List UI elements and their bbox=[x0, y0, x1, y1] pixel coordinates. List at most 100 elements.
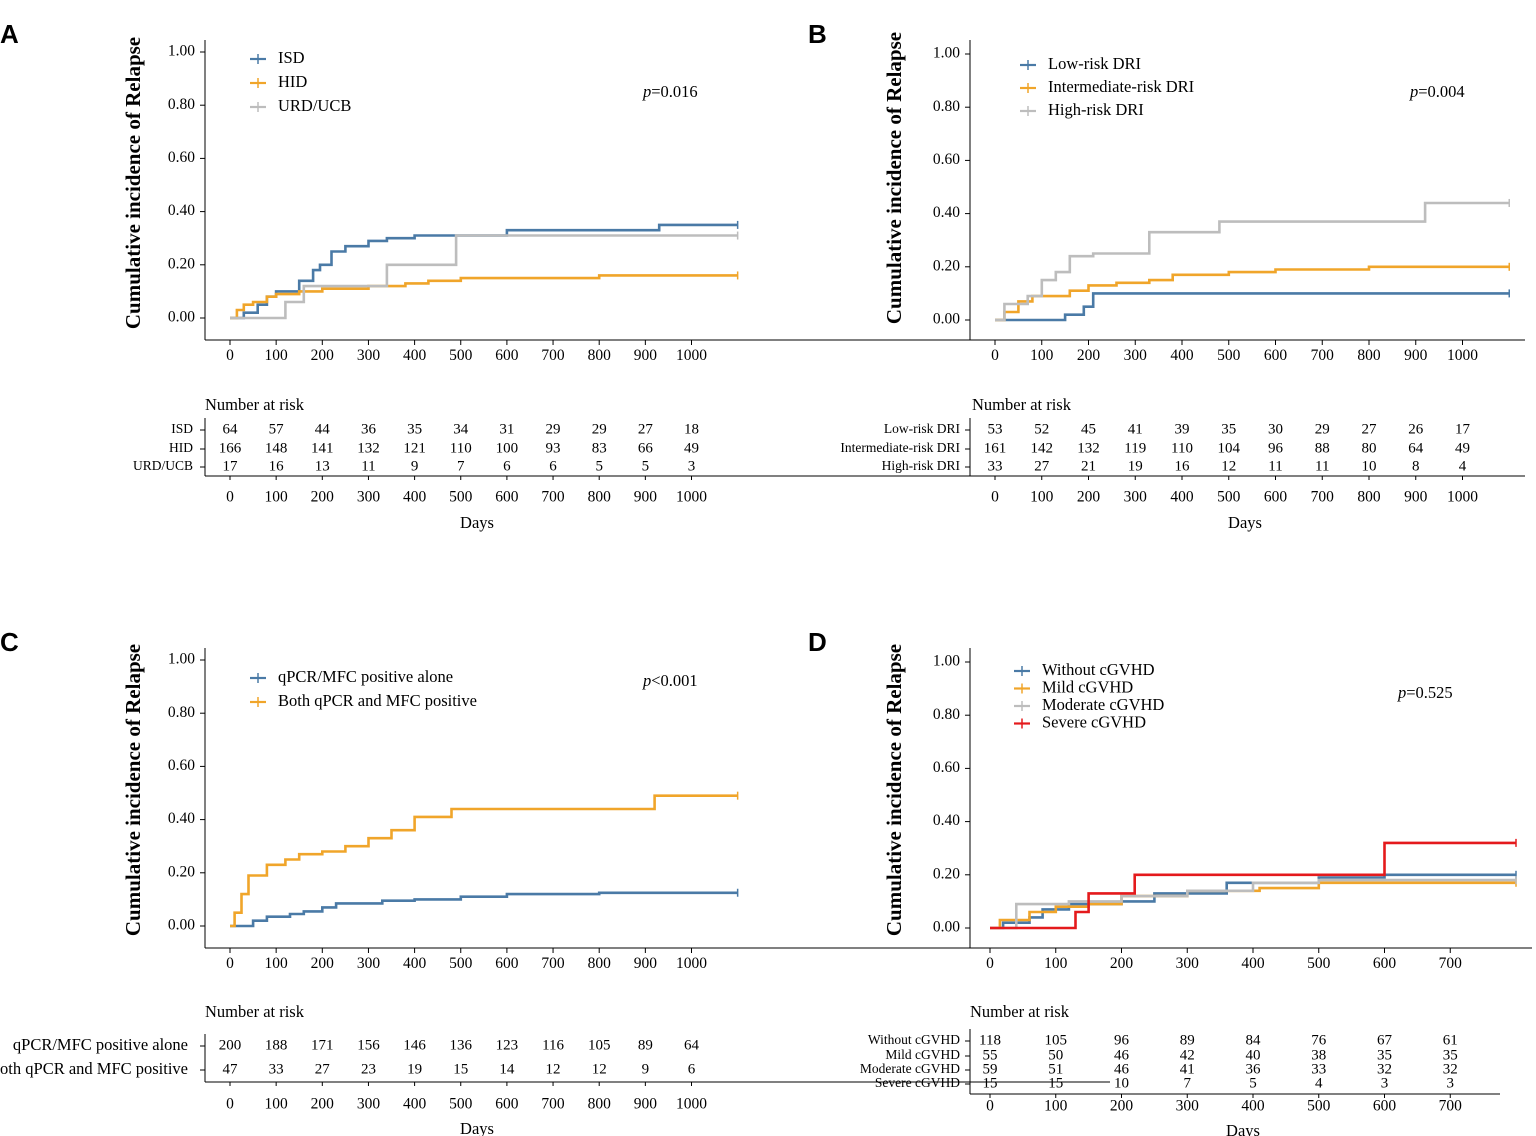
risk-count: 26 bbox=[1408, 421, 1424, 437]
risk-x-tick-label: 300 bbox=[1176, 1098, 1200, 1115]
y-tick-label: 0.00 bbox=[933, 919, 960, 936]
legend-label: HID bbox=[278, 72, 307, 91]
x-tick-label: 1000 bbox=[676, 955, 707, 972]
risk-count: 6 bbox=[503, 458, 511, 474]
risk-count: 15 bbox=[453, 1061, 468, 1077]
risk-count: 89 bbox=[1180, 1032, 1195, 1048]
x-tick-label: 600 bbox=[495, 347, 519, 364]
risk-count: 35 bbox=[1221, 421, 1236, 437]
p-value-text: =0.525 bbox=[1406, 683, 1452, 702]
risk-count: 11 bbox=[1315, 458, 1329, 474]
risk-row-name: Without cGVHD bbox=[868, 1032, 960, 1047]
p-value-symbol: p bbox=[1409, 82, 1418, 101]
risk-count: 3 bbox=[1381, 1075, 1389, 1091]
risk-x-tick-label: 0 bbox=[986, 1098, 994, 1115]
x-axis-title: Days bbox=[460, 1119, 494, 1136]
risk-x-tick-label: 1000 bbox=[676, 489, 707, 506]
risk-count: 156 bbox=[357, 1037, 380, 1053]
risk-count: 47 bbox=[223, 1061, 239, 1077]
risk-count: 16 bbox=[1175, 458, 1191, 474]
risk-count: 23 bbox=[361, 1061, 376, 1077]
x-axis-title: Days bbox=[1226, 1121, 1260, 1136]
risk-count: 21 bbox=[1081, 458, 1096, 474]
p-value-text: =0.016 bbox=[651, 82, 697, 101]
x-tick-label: 200 bbox=[311, 347, 335, 364]
risk-x-tick-label: 800 bbox=[588, 1096, 612, 1113]
risk-x-tick-label: 1000 bbox=[1447, 489, 1478, 506]
legend-label: URD/UCB bbox=[278, 96, 351, 115]
risk-x-tick-label: 100 bbox=[1030, 489, 1054, 506]
risk-x-tick-label: 700 bbox=[1439, 1098, 1463, 1115]
risk-count: 50 bbox=[1048, 1047, 1063, 1063]
risk-count: 31 bbox=[499, 421, 514, 437]
risk-count: 142 bbox=[1031, 440, 1054, 456]
risk-count: 41 bbox=[1128, 421, 1143, 437]
risk-count: 35 bbox=[1443, 1047, 1458, 1063]
risk-count: 96 bbox=[1114, 1032, 1130, 1048]
risk-count: 141 bbox=[311, 440, 334, 456]
x-tick-label: 100 bbox=[265, 955, 289, 972]
risk-row-name: Intermediate-risk DRI bbox=[840, 440, 960, 455]
x-tick-label: 400 bbox=[1241, 955, 1265, 972]
x-tick-label: 700 bbox=[1439, 955, 1463, 972]
risk-count: 53 bbox=[988, 421, 1003, 437]
risk-row-name: Mild cGVHD bbox=[885, 1047, 960, 1062]
panel-c: C 0.00 0.20 0.40 0.60 0.80 1.00 0 100 200 300 400 50… bbox=[0, 627, 1110, 1136]
risk-count: 18 bbox=[684, 421, 699, 437]
x-tick-label: 800 bbox=[588, 955, 612, 972]
risk-count: 7 bbox=[1184, 1075, 1192, 1091]
x-tick-label: 600 bbox=[1373, 955, 1397, 972]
risk-count: 19 bbox=[407, 1061, 422, 1077]
risk-x-tick-label: 900 bbox=[1404, 489, 1428, 506]
legend-label: Mild cGVHD bbox=[1042, 677, 1133, 696]
x-tick-label: 900 bbox=[634, 347, 658, 364]
risk-count: 10 bbox=[1114, 1075, 1129, 1091]
risk-count: 14 bbox=[499, 1061, 515, 1077]
risk-count: 132 bbox=[1077, 440, 1100, 456]
y-axis-title: Cumulative incidence of Relapse bbox=[882, 32, 906, 324]
risk-count: 46 bbox=[1114, 1061, 1130, 1077]
x-tick-label: 200 bbox=[1077, 347, 1101, 364]
x-tick-label: 1000 bbox=[1447, 347, 1478, 364]
risk-table-title: Number at risk bbox=[972, 395, 1072, 414]
x-tick-label: 300 bbox=[1176, 955, 1200, 972]
risk-count: 12 bbox=[1221, 458, 1236, 474]
p-value-symbol: p bbox=[642, 671, 651, 690]
risk-count: 76 bbox=[1311, 1032, 1327, 1048]
x-tick-label: 1000 bbox=[676, 347, 707, 364]
legend-label: Severe cGVHD bbox=[1042, 712, 1146, 731]
risk-count: 44 bbox=[315, 421, 331, 437]
y-tick-label: 1.00 bbox=[168, 651, 195, 668]
risk-count: 6 bbox=[549, 458, 557, 474]
y-tick-label: 0.60 bbox=[933, 759, 960, 776]
y-tick-label: 0.20 bbox=[168, 863, 195, 880]
risk-count: 6 bbox=[688, 1061, 696, 1077]
risk-count: 64 bbox=[1408, 440, 1424, 456]
series-line-1 bbox=[990, 881, 1516, 930]
risk-count: 32 bbox=[1377, 1061, 1392, 1077]
p-value-text: <0.001 bbox=[651, 671, 697, 690]
x-axis-title: Days bbox=[1228, 513, 1262, 532]
risk-count: 46 bbox=[1114, 1047, 1130, 1063]
risk-count: 80 bbox=[1362, 440, 1377, 456]
y-tick-label: 0.60 bbox=[168, 149, 195, 166]
series-line-0 bbox=[230, 223, 738, 320]
risk-x-tick-label: 400 bbox=[403, 1096, 427, 1113]
risk-count: 188 bbox=[265, 1037, 288, 1053]
risk-count: 32 bbox=[1443, 1061, 1458, 1077]
y-tick-label: 0.40 bbox=[168, 202, 195, 219]
x-tick-label: 600 bbox=[1264, 347, 1288, 364]
risk-count: 41 bbox=[1180, 1061, 1195, 1077]
x-tick-label: 200 bbox=[1110, 955, 1134, 972]
risk-row-name: URD/UCB bbox=[133, 458, 193, 473]
risk-count: 118 bbox=[979, 1032, 1001, 1048]
legend-label: Without cGVHD bbox=[1042, 660, 1155, 679]
risk-count: 39 bbox=[1175, 421, 1190, 437]
x-tick-label: 500 bbox=[1307, 955, 1331, 972]
y-tick-label: 0.40 bbox=[933, 812, 960, 829]
risk-count: 34 bbox=[453, 421, 469, 437]
y-tick-label: 0.60 bbox=[933, 151, 960, 168]
y-tick-label: 1.00 bbox=[168, 43, 195, 60]
risk-x-tick-label: 600 bbox=[1264, 489, 1288, 506]
risk-count: 19 bbox=[1128, 458, 1143, 474]
